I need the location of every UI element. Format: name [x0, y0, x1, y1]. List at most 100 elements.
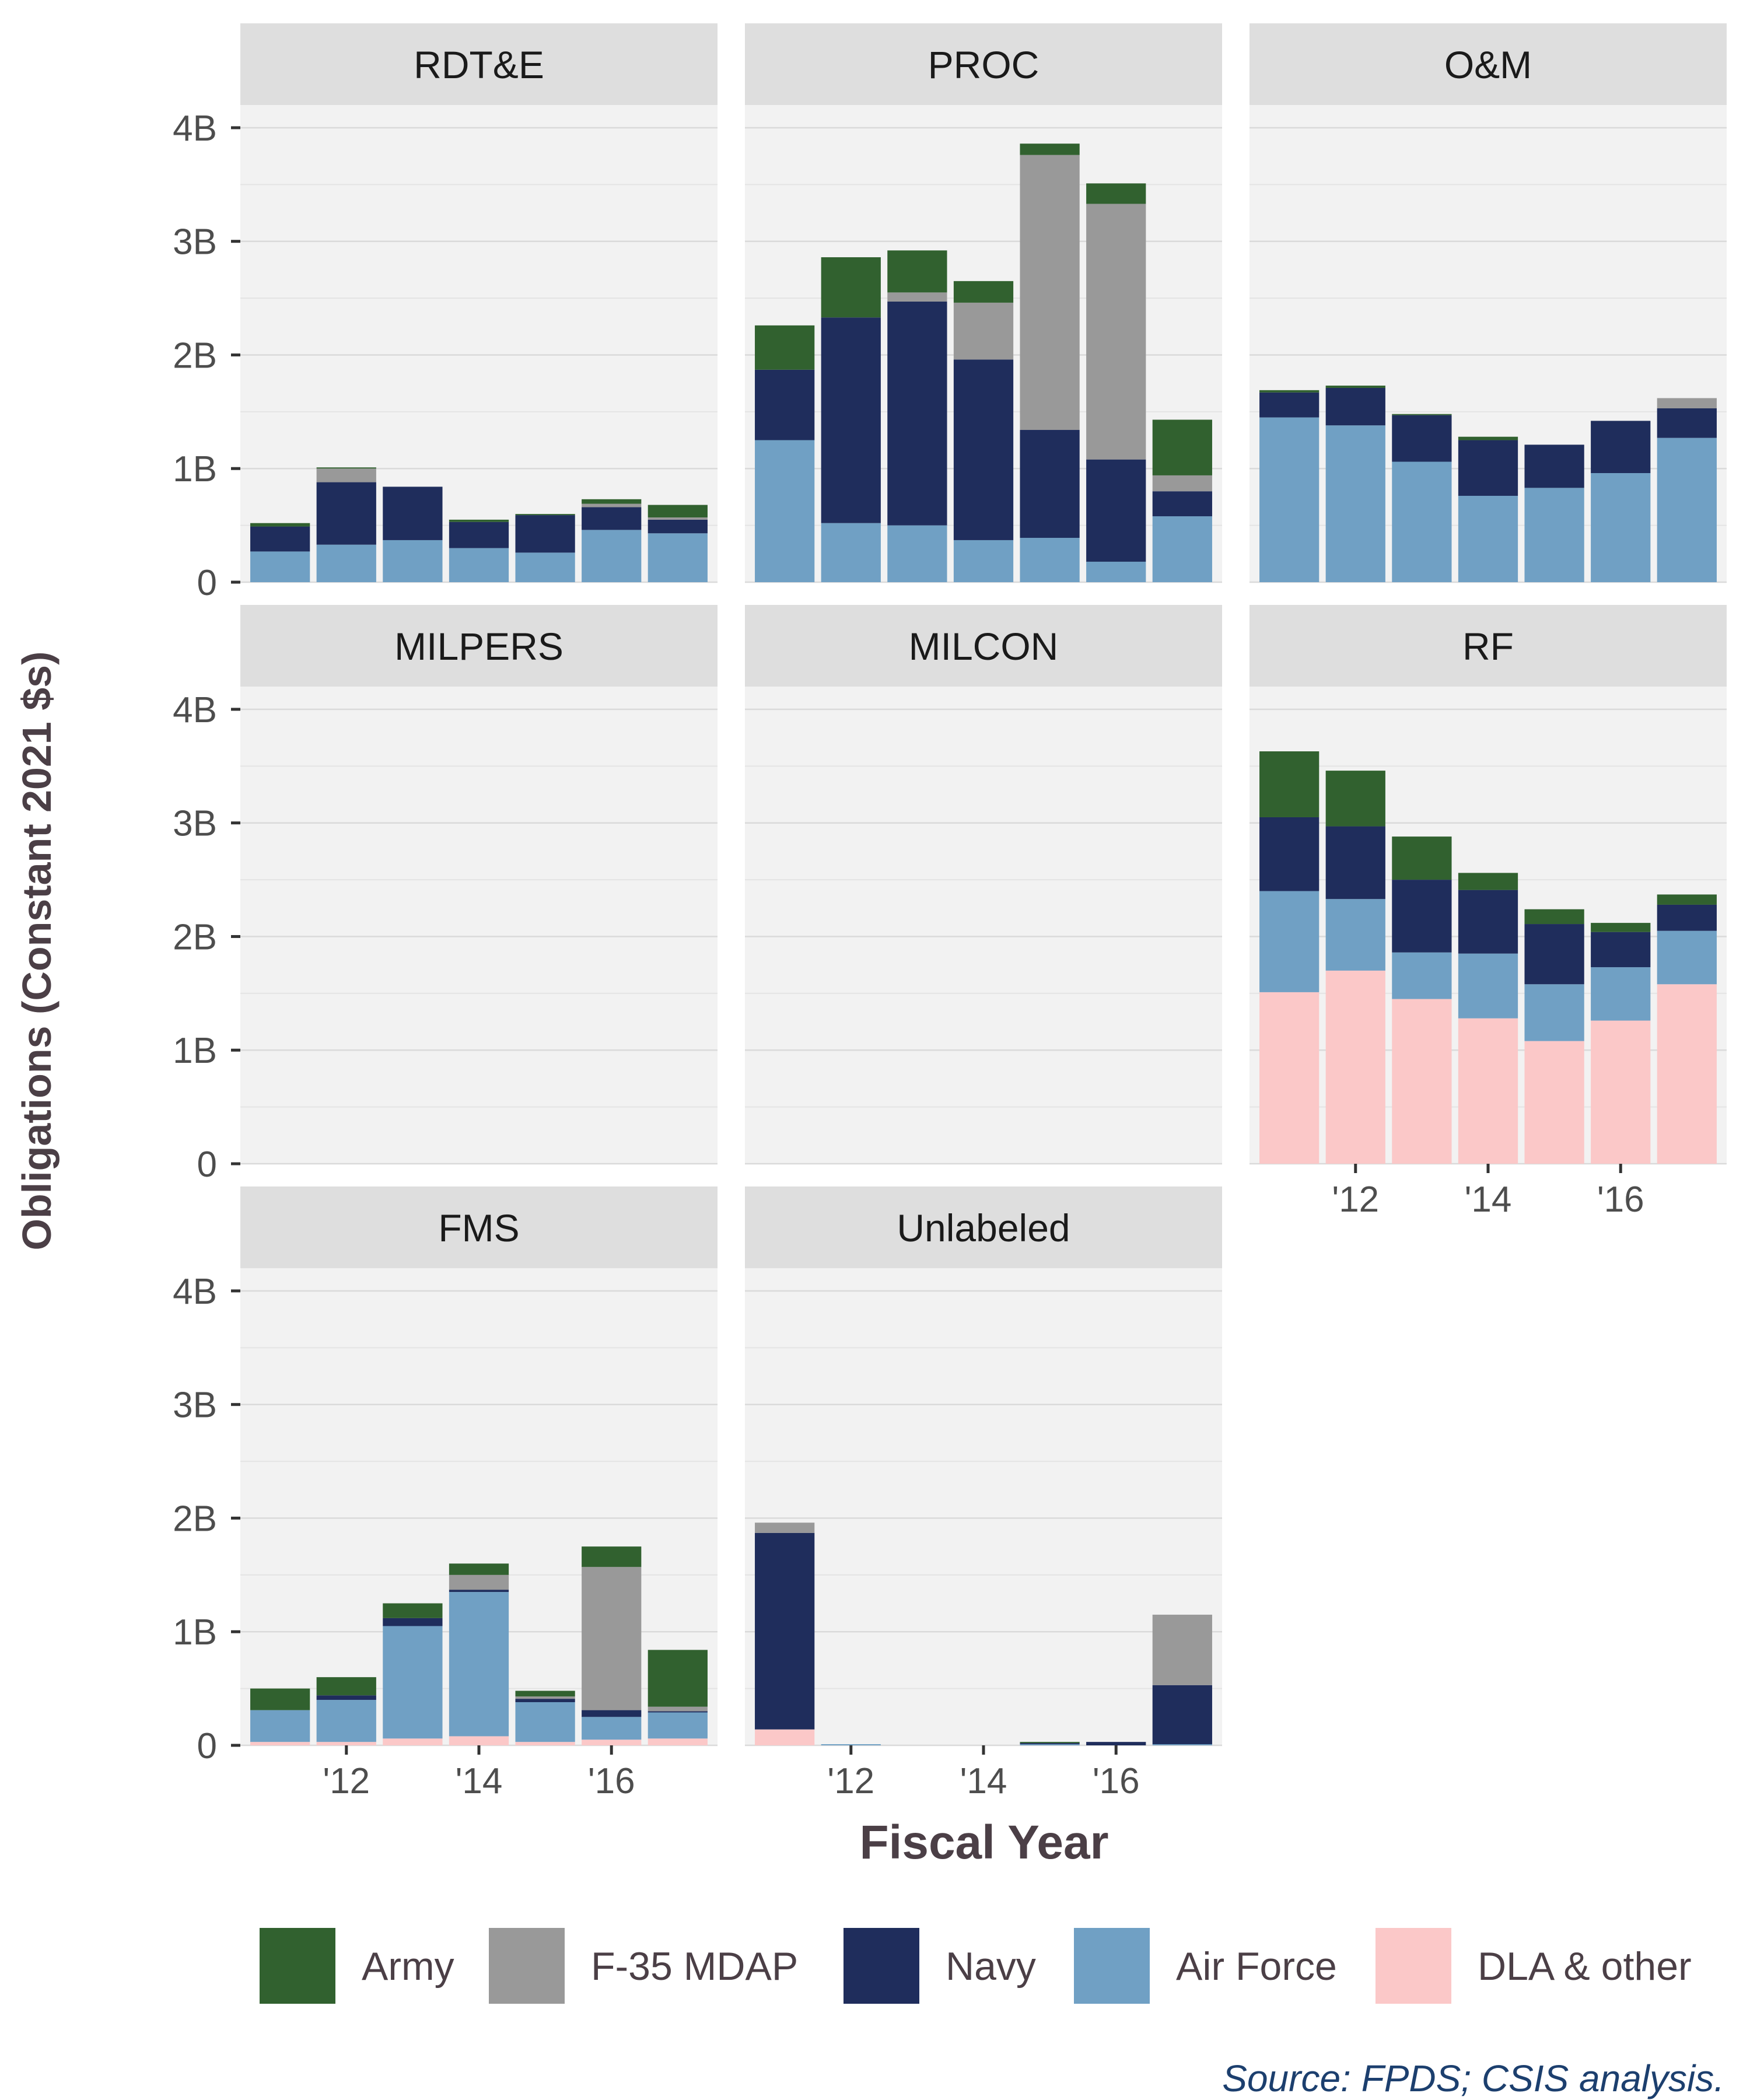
y-tick-label: 3B — [173, 804, 217, 844]
legend-label: Army — [362, 1944, 454, 1989]
bar-air-force-2015 — [1020, 538, 1080, 582]
plot-background — [745, 1268, 1222, 1745]
panel-o-m: O&M — [1250, 23, 1727, 583]
bar-dla-other-2015 — [515, 1742, 575, 1745]
bar-army-2014 — [449, 519, 509, 522]
bar-air-force-2016 — [1591, 473, 1651, 582]
y-tick-label: 3B — [173, 1385, 217, 1426]
bar-dla-other-2016 — [582, 1740, 642, 1745]
legend-key — [1074, 1928, 1150, 2004]
bar-army-2011 — [1259, 390, 1320, 393]
bar-dla-other-2013 — [1392, 999, 1452, 1164]
legend-item-f-35-mdap: F-35 MDAP — [489, 1928, 798, 2004]
bar-navy-2014 — [953, 359, 1014, 540]
legend-key — [1376, 1928, 1451, 2004]
bar-army-2013 — [383, 1603, 443, 1618]
bar-navy-2013 — [1392, 415, 1452, 462]
bar-navy-2017 — [1152, 1685, 1212, 1745]
legend-key — [489, 1928, 565, 2004]
bar-dla-other-2017 — [1657, 984, 1717, 1164]
bar-f-35-mdap-2015 — [515, 1696, 575, 1699]
bar-air-force-2015 — [515, 1702, 575, 1742]
bar-air-force-2012 — [316, 1700, 376, 1742]
bar-air-force-2016 — [582, 1717, 642, 1740]
source-note: Source: FPDS; CSIS analysis. — [1222, 2057, 1724, 2099]
y-tick-label: 0 — [197, 1144, 217, 1185]
panel-rdt-e: RDT&E 0 1B 2B 3B 4B — [173, 23, 718, 603]
y-tick-label: 2B — [173, 917, 217, 957]
x-tick-label: '14 — [456, 1761, 503, 1801]
bar-f-35-mdap-2014 — [953, 302, 1014, 360]
y-tick-label: 2B — [173, 335, 217, 376]
bar-navy-2014 — [449, 1590, 509, 1592]
bar-f-35-mdap-2016 — [582, 503, 642, 508]
bar-air-force-2014 — [1458, 495, 1518, 582]
legend-item-army: Army — [260, 1928, 454, 2004]
bar-army-2015 — [1020, 1742, 1080, 1744]
legend-key — [260, 1928, 335, 2004]
bar-army-2015 — [1524, 909, 1584, 925]
panel-title: Unlabeled — [897, 1206, 1070, 1250]
y-tick-label: 1B — [173, 1612, 217, 1653]
x-tick-label: '14 — [1465, 1180, 1512, 1220]
bar-navy-2011 — [250, 526, 310, 552]
panel-title: FMS — [438, 1206, 519, 1250]
panel-title: PROC — [928, 43, 1040, 86]
bar-air-force-2011 — [755, 440, 815, 582]
x-tick-label: '16 — [1597, 1180, 1644, 1220]
bar-dla-other-2011 — [1259, 992, 1320, 1164]
legend-label: Air Force — [1176, 1944, 1337, 1989]
bar-army-2016 — [582, 499, 642, 504]
bar-air-force-2016 — [1086, 561, 1146, 582]
bar-air-force-2015 — [1524, 488, 1584, 582]
bar-navy-2012 — [1325, 387, 1385, 426]
bar-f-35-mdap-2016 — [582, 1567, 642, 1710]
legend-label: DLA & other — [1478, 1944, 1692, 1989]
panel-rf: RF '12 '14 '16 — [1250, 605, 1727, 1220]
bar-f-35-mdap-2015 — [1020, 155, 1080, 430]
bar-army-2014 — [953, 281, 1014, 303]
bar-f-35-mdap-2017 — [648, 1706, 708, 1712]
bar-navy-2016 — [1086, 1742, 1146, 1745]
bar-dla-other-2011 — [755, 1729, 815, 1745]
bar-navy-2012 — [316, 482, 376, 545]
bar-navy-2014 — [449, 522, 509, 548]
bar-air-force-2012 — [316, 544, 376, 582]
x-tick-label: '12 — [323, 1761, 370, 1801]
bar-army-2015 — [1020, 144, 1080, 155]
y-tick-label: 1B — [173, 1031, 217, 1071]
bar-army-2011 — [250, 1688, 310, 1710]
bar-navy-2015 — [1524, 924, 1584, 985]
bar-f-35-mdap-2014 — [449, 1574, 509, 1590]
bar-air-force-2016 — [582, 530, 642, 582]
bar-f-35-mdap-2017 — [1152, 1615, 1212, 1685]
bar-army-2017 — [648, 505, 708, 517]
bar-dla-other-2012 — [1325, 970, 1385, 1164]
panel-strip — [240, 605, 718, 687]
bar-army-2011 — [755, 325, 815, 370]
bar-navy-2017 — [648, 1711, 708, 1713]
bar-army-2012 — [316, 467, 376, 469]
panel-unlabeled: Unlabeled '12 '14 '16 — [745, 1186, 1222, 1801]
bar-f-35-mdap-2011 — [755, 1522, 815, 1533]
bar-navy-2012 — [1325, 826, 1385, 900]
bar-navy-2017 — [648, 519, 708, 534]
bar-air-force-2014 — [449, 548, 509, 582]
panel-title: MILCON — [909, 625, 1059, 668]
bar-navy-2011 — [755, 369, 815, 440]
x-axis-title: Fiscal Year — [859, 1816, 1108, 1869]
bar-army-2014 — [1458, 436, 1518, 440]
bar-navy-2011 — [755, 1532, 815, 1730]
bar-navy-2012 — [316, 1695, 376, 1700]
bar-dla-other-2015 — [1524, 1041, 1584, 1164]
bar-army-2011 — [250, 523, 310, 527]
y-tick-label: 3B — [173, 222, 217, 262]
panel-strip — [240, 23, 718, 105]
bar-army-2013 — [1392, 414, 1452, 415]
legend-item-navy: Navy — [844, 1928, 1036, 2004]
bar-f-35-mdap-2012 — [316, 468, 376, 482]
panel-milpers: MILPERS 0 1B 2B 3B 4B — [173, 605, 718, 1185]
bar-air-force-2012 — [821, 523, 881, 582]
bar-army-2011 — [1259, 751, 1320, 817]
legend-label: F-35 MDAP — [591, 1944, 798, 1989]
